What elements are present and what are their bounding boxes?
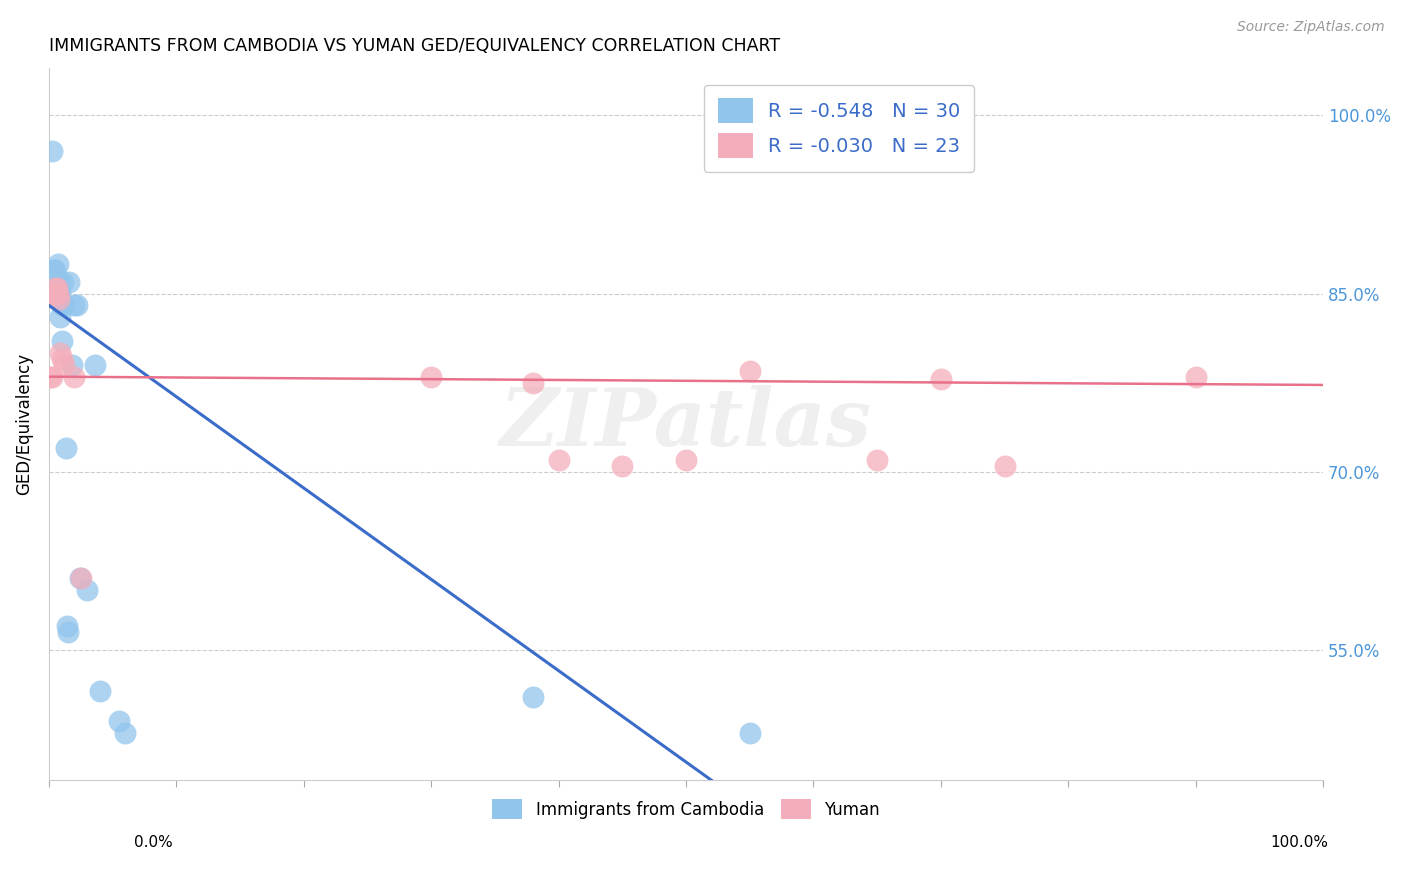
Point <box>48 286 70 301</box>
Point <box>612 458 634 473</box>
Point <box>45 280 67 294</box>
Point <box>420 369 443 384</box>
Point <box>51 334 73 348</box>
Y-axis label: GED/Equivalency: GED/Equivalency <box>15 353 32 495</box>
Point <box>994 458 1017 473</box>
Point <box>66 298 89 312</box>
Point <box>46 286 69 301</box>
Point <box>42 262 65 277</box>
Point <box>69 572 91 586</box>
Point <box>83 358 105 372</box>
Text: ZIPatlas: ZIPatlas <box>501 385 872 463</box>
Text: IMMIGRANTS FROM CAMBODIA VS YUMAN GED/EQUIVALENCY CORRELATION CHART: IMMIGRANTS FROM CAMBODIA VS YUMAN GED/EQ… <box>49 37 780 55</box>
Point <box>53 358 76 372</box>
Point <box>48 275 70 289</box>
Point <box>675 452 697 467</box>
Point <box>58 275 80 289</box>
Point <box>49 310 72 325</box>
Point <box>522 690 544 705</box>
Point <box>69 572 91 586</box>
Point <box>114 726 136 740</box>
Point <box>42 286 65 301</box>
Point <box>108 714 131 728</box>
Point <box>53 298 76 312</box>
Point <box>52 275 75 289</box>
Point <box>44 262 66 277</box>
Point <box>55 441 77 455</box>
Point <box>63 369 86 384</box>
Point <box>56 624 79 639</box>
Point <box>41 369 63 384</box>
Point <box>45 280 67 294</box>
Point <box>48 293 70 307</box>
Point <box>738 364 761 378</box>
Point <box>56 619 79 633</box>
Point <box>39 369 62 384</box>
Point <box>46 286 69 301</box>
Point <box>866 452 889 467</box>
Point <box>63 298 86 312</box>
Point <box>42 286 65 301</box>
Text: Source: ZipAtlas.com: Source: ZipAtlas.com <box>1237 20 1385 34</box>
Point <box>44 286 66 301</box>
Point <box>738 726 761 740</box>
Point <box>51 298 73 312</box>
Point <box>1184 369 1206 384</box>
Text: 0.0%: 0.0% <box>134 836 173 850</box>
Point <box>929 372 952 386</box>
Point <box>76 583 98 598</box>
Text: 100.0%: 100.0% <box>1271 836 1329 850</box>
Point <box>89 684 111 698</box>
Point <box>41 144 63 158</box>
Point <box>522 376 544 390</box>
Point <box>547 452 569 467</box>
Point <box>44 280 66 294</box>
Point <box>49 346 72 360</box>
Point <box>46 257 69 271</box>
Point <box>49 286 72 301</box>
Legend: Immigrants from Cambodia, Yuman: Immigrants from Cambodia, Yuman <box>486 793 886 825</box>
Point <box>60 358 83 372</box>
Point <box>51 351 73 366</box>
